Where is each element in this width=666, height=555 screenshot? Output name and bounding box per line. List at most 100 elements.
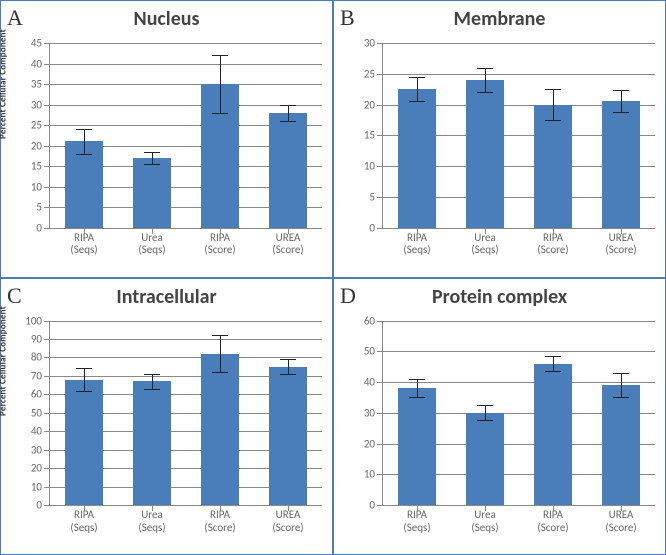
error-bar [84,368,85,390]
error-whisker [212,335,229,336]
error-bar [288,105,289,121]
chart-title: Protein complex [334,285,665,309]
error-bar [485,405,486,420]
bar [534,364,571,505]
gridline [383,351,655,352]
gridline [50,357,322,358]
yticklabel: 50 [31,406,50,419]
error-bar [288,359,289,374]
xticklabel: RIPA(Seqs) [403,509,430,534]
error-whisker [144,152,161,153]
error-whisker [477,420,494,421]
error-bar [417,77,418,102]
bar [398,89,435,227]
panel-d: DProtein complex 0102030405060RIPA(Seqs)U… [333,278,666,555]
y-axis-label: Percent Cellular Component [0,306,9,416]
xticklabel: RIPA(Seqs) [403,232,430,257]
error-whisker [613,373,630,374]
error-bar [84,129,85,154]
error-whisker [212,113,229,114]
xticklabel: UREA(Score) [272,232,303,257]
panel-letter: A [7,5,23,31]
error-whisker [409,101,426,102]
xticklabel: UREA(Score) [605,509,636,534]
yticklabel: 30 [364,406,383,419]
gridline [383,321,655,322]
bar [269,367,306,505]
xticklabel: UREA(Score) [605,232,636,257]
error-whisker [409,77,426,78]
error-whisker [545,371,562,372]
yticklabel: 10 [364,160,383,173]
gridline [50,84,322,85]
xticklabel: Urea(Seqs) [471,509,498,534]
error-bar [152,152,153,164]
yticklabel: 45 [31,37,50,50]
yticklabel: 15 [364,129,383,142]
error-whisker [280,359,297,360]
panel-c: CIntracellularPercent Cellular Component… [0,278,333,555]
error-whisker [280,105,297,106]
error-whisker [545,120,562,121]
error-whisker [76,368,93,369]
yticklabel: 60 [364,314,383,327]
axes: 0102030405060RIPA(Seqs)Urea(Seqs)RIPA(Sc… [382,321,655,507]
yticklabel: 30 [364,37,383,50]
yticklabel: 30 [31,98,50,111]
yticklabel: 10 [31,480,50,493]
gridline [383,43,655,44]
xticklabel: RIPA(Seqs) [70,232,97,257]
error-whisker [76,129,93,130]
error-bar [220,55,221,112]
bar [269,113,306,228]
error-whisker [76,391,93,392]
axes: 051015202530RIPA(Seqs)Urea(Seqs)RIPA(Sco… [382,43,655,229]
error-whisker [613,112,630,113]
yticklabel: 30 [31,443,50,456]
gridline [50,339,322,340]
yticklabel: 0 [369,499,383,512]
bar [534,105,571,228]
panel-b: BMembrane 051015202530RIPA(Seqs)Urea(Seqs… [333,0,666,278]
yticklabel: 20 [364,437,383,450]
error-whisker [409,379,426,380]
error-bar [152,374,153,389]
gridline [50,64,322,65]
error-whisker [280,121,297,122]
axes: 051015202530354045RIPA(Seqs)Urea(Seqs)RI… [49,43,322,229]
error-bar [553,89,554,120]
error-bar [417,379,418,397]
bar [65,380,102,505]
gridline [50,43,322,44]
yticklabel: 80 [31,351,50,364]
error-whisker [144,164,161,165]
chart-title: Membrane [334,7,665,31]
error-whisker [613,397,630,398]
panel-letter: C [7,283,22,309]
panel-letter: D [340,283,356,309]
error-whisker [477,405,494,406]
panel-letter: B [340,5,355,31]
xticklabel: Urea(Seqs) [471,232,498,257]
xticklabel: Urea(Seqs) [138,232,165,257]
chart-title: Intracellular [1,285,332,309]
error-whisker [409,397,426,398]
yticklabel: 40 [31,57,50,70]
bar [602,101,639,227]
plot-area: 0102030405060RIPA(Seqs)Urea(Seqs)RIPA(Sc… [382,321,655,507]
yticklabel: 90 [31,332,50,345]
xticklabel: RIPA(Score) [537,509,568,534]
xticklabel: RIPA(Score) [204,509,235,534]
yticklabel: 40 [31,425,50,438]
error-whisker [212,55,229,56]
gridline [383,74,655,75]
xticklabel: RIPA(Seqs) [70,509,97,534]
bar [466,413,503,505]
yticklabel: 20 [31,462,50,475]
error-bar [621,373,622,398]
error-whisker [545,89,562,90]
xticklabel: UREA(Score) [272,509,303,534]
yticklabel: 60 [31,388,50,401]
yticklabel: 100 [25,314,50,327]
y-axis-label: Percent Cellular Component [0,29,9,139]
